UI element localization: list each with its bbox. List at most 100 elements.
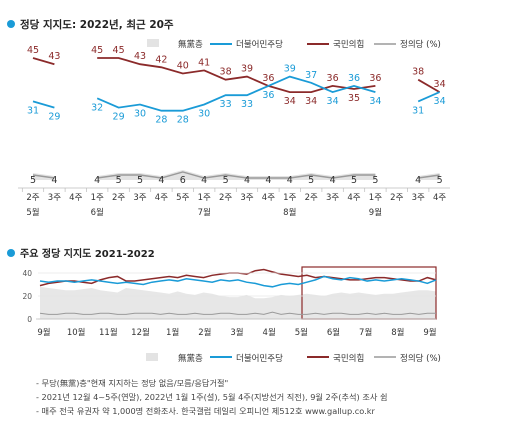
minjoo-data-label: 32 bbox=[91, 102, 103, 113]
chart-main-parties-2021-2022: 주요 정당 지지도 2021-2022 40 20 0 9월 10월 11월 12월 1월 2월… bbox=[7, 247, 441, 364]
minjoo-line-segment bbox=[32, 100, 55, 109]
chart1-x-tick-label: 2주 bbox=[390, 193, 403, 203]
chart2-x-tick-label: 1월 bbox=[166, 327, 179, 338]
legend-label-minjoo: 더불어민주당 bbox=[236, 353, 283, 364]
justice-data-label: 4 bbox=[201, 175, 207, 186]
chart1-x-tick-label: 1주 bbox=[369, 193, 382, 203]
minjoo-data-label: 34 bbox=[327, 96, 339, 107]
footnote-3: - 매주 전국 유권자 약 1,000명 전화조사. 한국갤럽 데일리 오피니언… bbox=[36, 406, 375, 416]
ppp-data-label: 45 bbox=[27, 45, 39, 56]
minjoo-line-segment bbox=[96, 75, 376, 112]
ppp-data-label: 36 bbox=[262, 73, 274, 84]
chart1-x-tick-label: 4주 bbox=[155, 193, 168, 203]
ppp-data-label: 36 bbox=[369, 73, 381, 84]
chart2-x-tick-label: 9월 bbox=[423, 327, 436, 338]
justice-data-label: 5 bbox=[30, 175, 36, 186]
justice-data-label: 4 bbox=[265, 175, 271, 186]
chart2-x-tick-label: 6월 bbox=[327, 327, 340, 338]
chart2-x-tick-label: 10월 bbox=[67, 327, 86, 338]
footnotes: - 무당(無黨)층"현재 지지하는 정당 없음/모름/응답거절" - 2021년… bbox=[36, 376, 388, 418]
justice-data-label: 5 bbox=[372, 175, 378, 186]
minjoo-data-label: 36 bbox=[348, 73, 360, 84]
justice-data-label: 4 bbox=[415, 175, 421, 186]
chart1-x-tick-label: 4주 bbox=[69, 193, 82, 203]
chart1-x-tick-label: 5주 bbox=[176, 193, 189, 203]
legend-label-ppp: 국민의힘 bbox=[333, 353, 364, 364]
ppp-data-label: 40 bbox=[177, 61, 189, 72]
chart1-x-tick-label: 3주 bbox=[412, 193, 425, 203]
chart1-legend: 無黨층 더불어민주당 국민의힘 정의당 (%) bbox=[147, 39, 441, 50]
chart1-month-label: 7월 bbox=[198, 207, 211, 218]
ppp-data-label: 43 bbox=[134, 51, 146, 62]
justice-line-segment bbox=[97, 171, 376, 179]
minjoo-data-label: 34 bbox=[434, 96, 446, 107]
minjoo-data-label: 29 bbox=[48, 112, 60, 123]
chart2-y-tick-label: 0 bbox=[27, 315, 32, 324]
chart1-x-tick-label: 2주 bbox=[305, 193, 318, 203]
ppp-data-label: 43 bbox=[48, 51, 60, 62]
chart1-x-tick-label: 1주 bbox=[198, 193, 211, 203]
ppp-data-label: 42 bbox=[155, 54, 167, 65]
chart1-x-tick-label: 1주 bbox=[91, 193, 104, 203]
minjoo-data-label: 28 bbox=[155, 115, 167, 126]
chart1-month-label: 6월 bbox=[91, 207, 104, 218]
justice-line-segment bbox=[32, 174, 55, 179]
ppp-data-label: 45 bbox=[91, 45, 103, 56]
ppp-data-label: 34 bbox=[284, 96, 296, 107]
chart1-x-tick-label: 4주 bbox=[347, 193, 360, 203]
legend-label-justice: 정의당 (%) bbox=[400, 353, 441, 364]
chart1-x-tick-label: 1주 bbox=[283, 193, 296, 203]
minjoo-data-label: 29 bbox=[113, 112, 125, 123]
ppp-data-label: 38 bbox=[220, 67, 232, 78]
ppp-data-label: 36 bbox=[327, 73, 339, 84]
ppp-trend-line bbox=[39, 268, 437, 287]
chart2-title: 주요 정당 지지도 2021-2022 bbox=[20, 247, 155, 260]
justice-data-label: 5 bbox=[437, 175, 443, 186]
minjoo-data-label: 34 bbox=[369, 96, 381, 107]
ppp-line-segment bbox=[97, 57, 376, 93]
chart2-y-tick-label: 40 bbox=[22, 269, 32, 278]
chart2-x-tick-label: 2월 bbox=[198, 327, 211, 338]
chart1-x-tick-label: 2주 bbox=[219, 193, 232, 203]
chart2-x-tick-label: 4월 bbox=[263, 327, 276, 338]
chart1-month-label: 5월 bbox=[26, 207, 39, 218]
justice-data-label: 4 bbox=[244, 175, 250, 186]
ppp-line-segment bbox=[417, 78, 441, 93]
chart2-x-tick-label: 12월 bbox=[131, 327, 150, 338]
justice-data-label: 6 bbox=[180, 175, 186, 186]
ppp-data-label: 39 bbox=[241, 64, 253, 75]
chart2-x-tick-label: 3월 bbox=[230, 327, 243, 338]
minjoo-data-label: 30 bbox=[198, 109, 210, 120]
justice-data-label: 4 bbox=[287, 175, 293, 186]
ppp-data-label: 45 bbox=[113, 45, 125, 56]
justice-data-label: 5 bbox=[351, 175, 357, 186]
chart2-x-tick-label: 5월 bbox=[295, 327, 308, 338]
ppp-data-label: 38 bbox=[412, 67, 424, 78]
legend-swatch-none bbox=[146, 353, 158, 361]
minjoo-data-label: 37 bbox=[305, 70, 317, 81]
justice-line-segment bbox=[418, 174, 440, 179]
ppp-data-label: 35 bbox=[348, 93, 360, 104]
minjoo-trend-line bbox=[39, 275, 437, 288]
ppp-data-label: 34 bbox=[434, 79, 446, 90]
minjoo-data-label: 39 bbox=[284, 64, 296, 75]
minjoo-data-label: 33 bbox=[220, 99, 232, 110]
minjoo-data-label: 30 bbox=[134, 109, 146, 120]
chart2-x-tick-label: 8월 bbox=[391, 327, 404, 338]
legend-label-justice: 정의당 (%) bbox=[400, 39, 441, 50]
minjoo-data-label: 36 bbox=[262, 90, 274, 101]
ppp-data-label: 34 bbox=[305, 96, 317, 107]
minjoo-data-label: 31 bbox=[27, 105, 39, 116]
chart2-x-tick-label: 7월 bbox=[359, 327, 372, 338]
chart2-legend: 無黨층 더불어민주당 국민의힘 정의당 (%) bbox=[146, 353, 441, 364]
footnote-1: - 무당(無黨)층"현재 지지하는 정당 없음/모름/응답거절" bbox=[36, 378, 229, 388]
chart1-x-tick-label: 3주 bbox=[133, 193, 146, 203]
chart1-x-tick-label: 3주 bbox=[326, 193, 339, 203]
chart1-x-tick-label: 3주 bbox=[48, 193, 61, 203]
chart1-title: 정당 지지도: 2022년, 최근 20주 bbox=[20, 18, 174, 31]
chart1-x-tick-label: 2주 bbox=[112, 193, 125, 203]
justice-data-label: 4 bbox=[158, 175, 164, 186]
justice-data-label: 5 bbox=[137, 175, 143, 186]
justice-data-label: 4 bbox=[330, 175, 336, 186]
